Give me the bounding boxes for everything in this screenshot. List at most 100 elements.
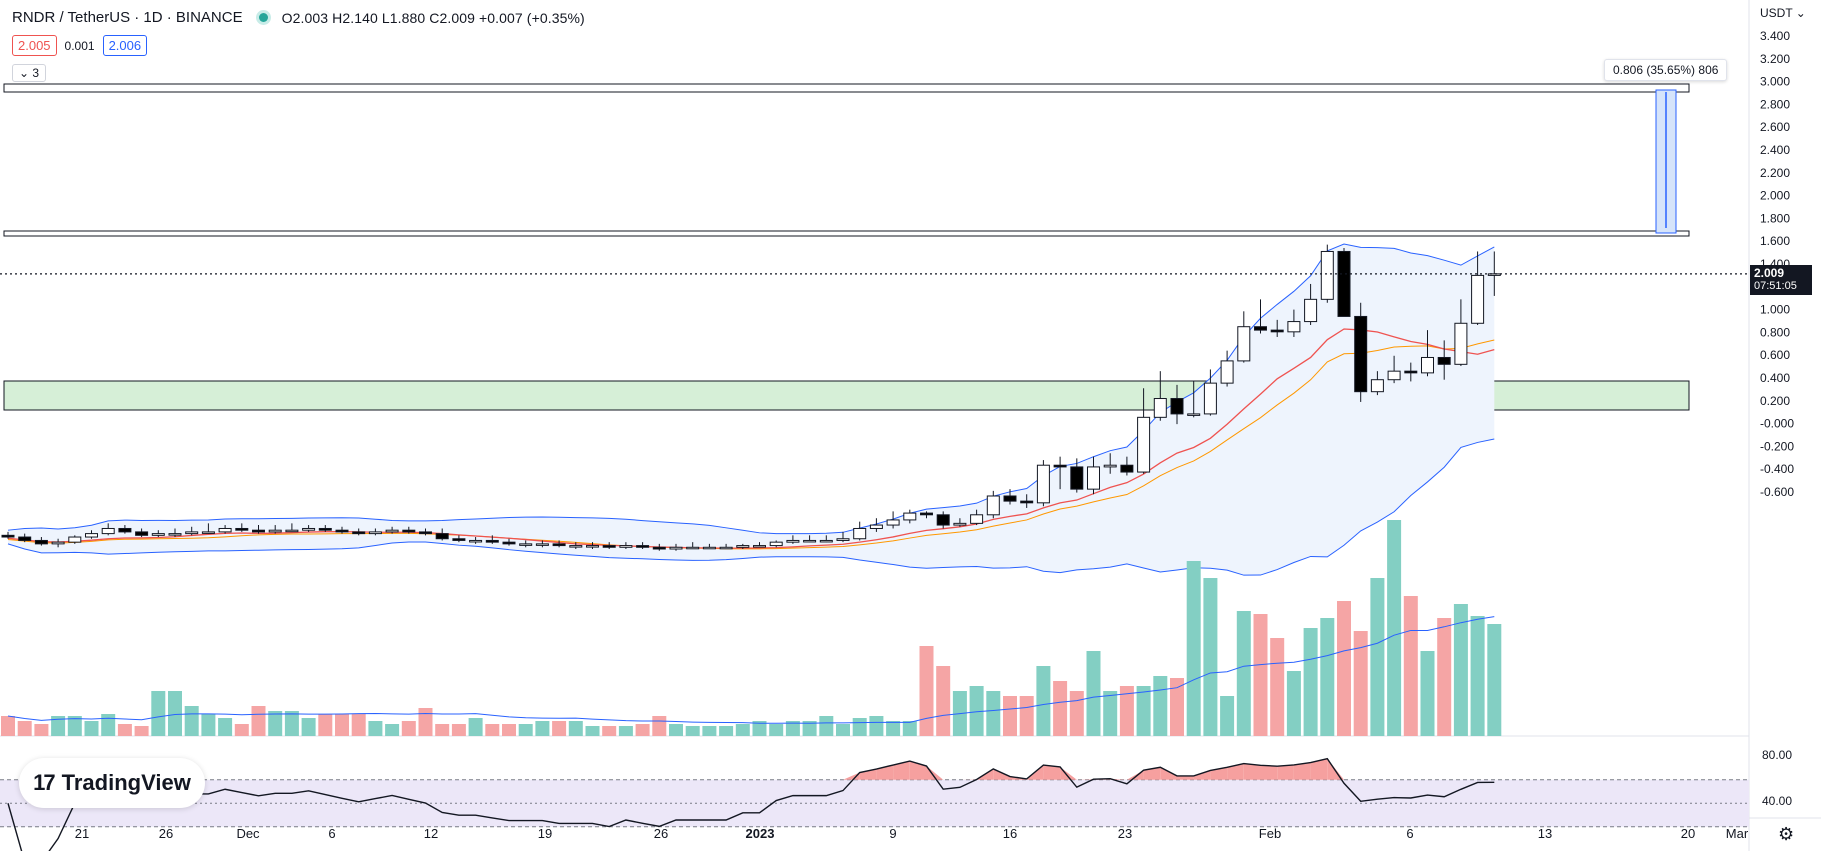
currency-selector[interactable]: USDT ⌄ [1760,6,1806,20]
candle-body[interactable] [69,537,81,542]
candle-body[interactable] [386,530,398,532]
candle-body[interactable] [1255,327,1267,330]
candle-body[interactable] [102,528,114,533]
sell-price-button[interactable]: 2.005 [12,35,57,56]
candle-body[interactable] [286,530,298,532]
candle-body[interactable] [854,528,866,538]
candle-body[interactable] [269,530,281,532]
candle-body[interactable] [1054,465,1066,467]
candle-body[interactable] [1305,299,1317,321]
candle-body[interactable] [1154,399,1166,418]
candle-body[interactable] [219,528,231,531]
candle-body[interactable] [770,542,782,545]
candle-body[interactable] [1288,322,1300,332]
candle-body[interactable] [1422,357,1434,372]
candle-body[interactable] [1138,417,1150,472]
candle-body[interactable] [737,546,749,548]
candle-body[interactable] [1438,357,1450,364]
candle-body[interactable] [436,534,448,539]
candle-body[interactable] [1455,323,1467,364]
candle-body[interactable] [670,547,682,549]
candle-body[interactable] [1338,251,1350,316]
candle-body[interactable] [887,520,899,525]
candle-body[interactable] [804,540,816,542]
candle-body[interactable] [1004,496,1016,501]
candle-body[interactable] [453,539,465,541]
candle-body[interactable] [1355,316,1367,391]
buy-price-button[interactable]: 2.006 [103,35,148,56]
resistance-zone-top[interactable] [4,84,1689,92]
candle-body[interactable] [921,513,933,515]
candle-body[interactable] [486,540,498,542]
candle-body[interactable] [703,547,715,549]
candle-body[interactable] [536,544,548,546]
candle-body[interactable] [470,540,482,542]
candle-body[interactable] [787,540,799,542]
candle-body[interactable] [754,546,766,548]
candle-body[interactable] [319,528,331,530]
candle-body[interactable] [169,534,181,536]
candle-body[interactable] [1271,330,1283,332]
candle-body[interactable] [336,530,348,532]
candle-body[interactable] [136,532,148,535]
candle-body[interactable] [653,547,665,549]
candle-body[interactable] [937,515,949,525]
candle-body[interactable] [1221,361,1233,383]
candle-body[interactable] [570,546,582,548]
candle-body[interactable] [303,528,315,530]
candle-body[interactable] [503,542,515,544]
candle-body[interactable] [520,544,532,546]
candle-body[interactable] [687,547,699,549]
candle-body[interactable] [1204,383,1216,414]
candle-body[interactable] [1104,465,1116,467]
candle-body[interactable] [971,515,983,524]
candle-body[interactable] [353,532,365,534]
candle-body[interactable] [253,530,265,532]
candle-body[interactable] [86,534,98,537]
candle-body[interactable] [202,532,214,534]
candle-body[interactable] [954,523,966,525]
candle-body[interactable] [1121,465,1133,472]
candle-body[interactable] [1472,275,1484,323]
candle-body[interactable] [1021,501,1033,503]
candle-body[interactable] [1321,251,1333,299]
candle-body[interactable] [1171,399,1183,414]
candle-body[interactable] [1405,371,1417,373]
candle-body[interactable] [1388,371,1400,380]
candle-body[interactable] [1071,467,1083,489]
candle-body[interactable] [1238,327,1250,361]
candle-body[interactable] [152,534,164,536]
candle-body[interactable] [904,513,916,520]
candle-body[interactable] [186,532,198,534]
candle-body[interactable] [587,546,599,548]
candle-body[interactable] [620,546,632,548]
candle-body[interactable] [637,546,649,548]
candle-body[interactable] [420,532,432,534]
candle-body[interactable] [1188,414,1200,416]
candle-body[interactable] [369,532,381,534]
gear-icon[interactable]: ⚙ [1778,824,1794,845]
candle-body[interactable] [2,535,14,537]
candle-body[interactable] [1371,380,1383,392]
indicators-toggle-button[interactable]: ⌄ 3 [12,64,46,82]
candle-body[interactable] [870,525,882,528]
candle-body[interactable] [35,540,47,543]
candle-body[interactable] [19,537,31,540]
candle-body[interactable] [820,540,832,542]
candle-body[interactable] [603,546,615,548]
candle-body[interactable] [403,530,415,532]
candle-body[interactable] [236,528,248,530]
resistance-zone-bottom[interactable] [4,231,1689,236]
candle-body[interactable] [720,547,732,549]
candle-body[interactable] [52,542,64,544]
candle-body[interactable] [987,496,999,515]
candle-body[interactable] [1037,465,1049,503]
symbol-title[interactable]: RNDR / TetherUS · 1D · BINANCE [12,9,243,26]
candle-body[interactable] [553,544,565,546]
candle-body[interactable] [119,528,131,531]
tradingview-logo[interactable]: 17 TradingView [19,758,205,808]
candle-body[interactable] [837,539,849,541]
candle-body[interactable] [1088,467,1100,489]
